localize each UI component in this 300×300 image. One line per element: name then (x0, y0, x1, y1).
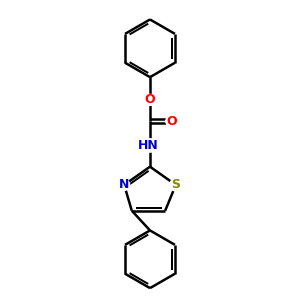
Text: O: O (145, 93, 155, 106)
Circle shape (170, 179, 182, 191)
Circle shape (143, 139, 157, 152)
Text: N: N (119, 178, 129, 191)
Circle shape (119, 179, 130, 191)
Text: HN: HN (138, 139, 159, 152)
Circle shape (166, 116, 177, 127)
Text: O: O (166, 115, 177, 128)
Text: S: S (171, 178, 180, 191)
Circle shape (145, 94, 155, 105)
